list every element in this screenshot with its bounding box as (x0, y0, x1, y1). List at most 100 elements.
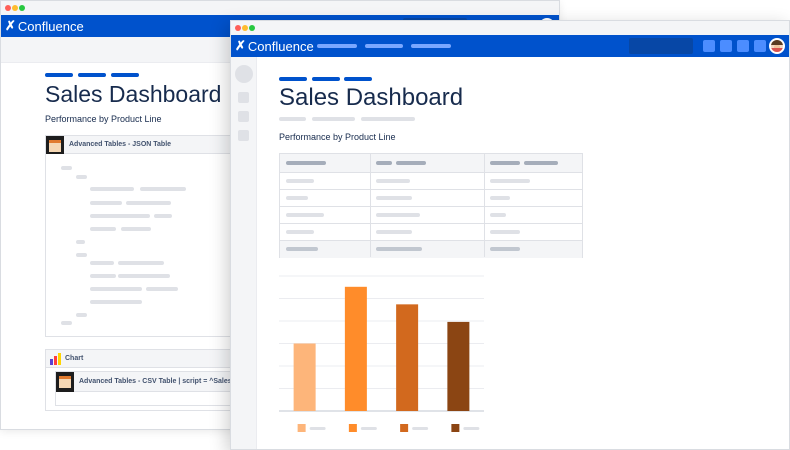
code-line (90, 287, 142, 291)
breadcrumb-2[interactable] (78, 73, 106, 77)
advanced-tables-icon (46, 136, 64, 154)
table-cell (286, 213, 324, 217)
space-avatar-icon[interactable] (235, 65, 253, 83)
table-column-divider (484, 154, 485, 257)
chart-macro[interactable]: Chart Advanced Tables - CSV Table | scri… (45, 349, 245, 411)
table-cell (376, 230, 412, 234)
table-cell (376, 213, 420, 217)
column-header-product[interactable] (286, 161, 326, 165)
legend-label (463, 427, 480, 430)
table-total-cell (376, 247, 422, 251)
code-line (118, 274, 170, 278)
confluence-logo-icon: ✗ (235, 38, 246, 53)
table-total-row (280, 241, 582, 258)
legend-swatch (400, 424, 409, 432)
code-line (154, 214, 172, 218)
code-line (118, 261, 164, 265)
nav-item-apps[interactable] (411, 44, 451, 48)
code-line (61, 166, 72, 170)
code-line (76, 175, 87, 179)
csv-table-macro-header: Advanced Tables - CSV Table | script = ^… (56, 372, 239, 392)
code-line (90, 300, 142, 304)
table-row (280, 173, 582, 190)
minimize-window-button[interactable] (12, 5, 18, 11)
table-row (280, 207, 582, 224)
chart-bar[interactable] (344, 286, 367, 411)
minimize-window-button[interactable] (242, 25, 248, 31)
confluence-topbar: ✗ Confluence (231, 35, 789, 57)
code-line (76, 313, 87, 317)
code-line (76, 253, 87, 257)
nav-item-spaces[interactable] (317, 44, 357, 48)
maximize-window-button[interactable] (19, 5, 25, 11)
table-row (280, 224, 582, 241)
table-total-cell (490, 247, 520, 251)
page-meta-author (279, 117, 306, 121)
user-avatar[interactable] (769, 38, 785, 54)
chart-bar[interactable] (293, 343, 316, 412)
sidebar-item-shortcuts[interactable] (238, 130, 249, 141)
chart-bars (293, 286, 470, 412)
table-cell (376, 179, 410, 183)
search-input[interactable] (629, 38, 693, 54)
column-header-q-label[interactable] (376, 161, 392, 165)
json-table-macro-title: Advanced Tables - JSON Table (69, 141, 172, 148)
confluence-logo[interactable]: ✗ Confluence (235, 38, 314, 54)
legend-label (412, 427, 429, 430)
chart-macro-title: Chart (65, 355, 84, 362)
code-line (61, 321, 72, 325)
code-line (90, 201, 122, 205)
nav-item-people[interactable] (365, 44, 403, 48)
table-cell (490, 213, 506, 217)
breadcrumb-3[interactable] (111, 73, 139, 77)
window-chrome (231, 21, 789, 35)
sidebar-item-blog[interactable] (238, 111, 249, 122)
table-cell (286, 196, 308, 200)
breadcrumb-1[interactable] (45, 73, 73, 77)
code-line (90, 261, 114, 265)
code-line (90, 274, 116, 278)
code-line (126, 201, 171, 205)
legend-swatch (451, 424, 460, 432)
table-row (280, 190, 582, 207)
chart-bar[interactable] (447, 321, 470, 411)
csv-table-macro[interactable]: Advanced Tables - CSV Table | script = ^… (55, 371, 240, 406)
json-table-macro[interactable]: Advanced Tables - JSON Table (45, 135, 245, 337)
sidebar-item-pages[interactable] (238, 92, 249, 103)
table-total-cell (286, 247, 318, 251)
breadcrumb-2[interactable] (312, 77, 340, 81)
confluence-logo[interactable]: ✗ Confluence (5, 18, 84, 34)
breadcrumb-1[interactable] (279, 77, 307, 81)
code-line (76, 240, 85, 244)
table-cell (286, 179, 314, 183)
bar-chart-icon (50, 353, 61, 365)
table-cell (490, 230, 520, 234)
maximize-window-button[interactable] (249, 25, 255, 31)
column-header-total-label[interactable] (490, 161, 520, 165)
table-cell (286, 230, 314, 234)
confluence-logo-icon: ✗ (5, 18, 16, 33)
code-line (90, 187, 134, 191)
help-icon[interactable] (720, 40, 732, 52)
close-window-button[interactable] (235, 25, 241, 31)
chart-legend (297, 424, 480, 432)
legend-label (309, 427, 326, 430)
create-icon[interactable] (703, 40, 715, 52)
json-table-macro-header: Advanced Tables - JSON Table (46, 136, 244, 154)
close-window-button[interactable] (5, 5, 11, 11)
advanced-tables-icon (56, 372, 74, 392)
breadcrumb-3[interactable] (344, 77, 372, 81)
table-column-divider (370, 154, 371, 257)
column-header-q-value[interactable] (396, 161, 426, 165)
legend-swatch (348, 424, 357, 432)
table-cell (376, 196, 412, 200)
column-header-total-value[interactable] (524, 161, 558, 165)
page-subtitle: Performance by Product Line (279, 132, 396, 142)
settings-icon[interactable] (754, 40, 766, 52)
page-title: Sales Dashboard (45, 81, 222, 107)
page-subtitle: Performance by Product Line (45, 114, 162, 124)
notifications-icon[interactable] (737, 40, 749, 52)
chart-bar[interactable] (396, 304, 419, 411)
table-cell (490, 196, 510, 200)
page-meta-views (361, 117, 415, 121)
